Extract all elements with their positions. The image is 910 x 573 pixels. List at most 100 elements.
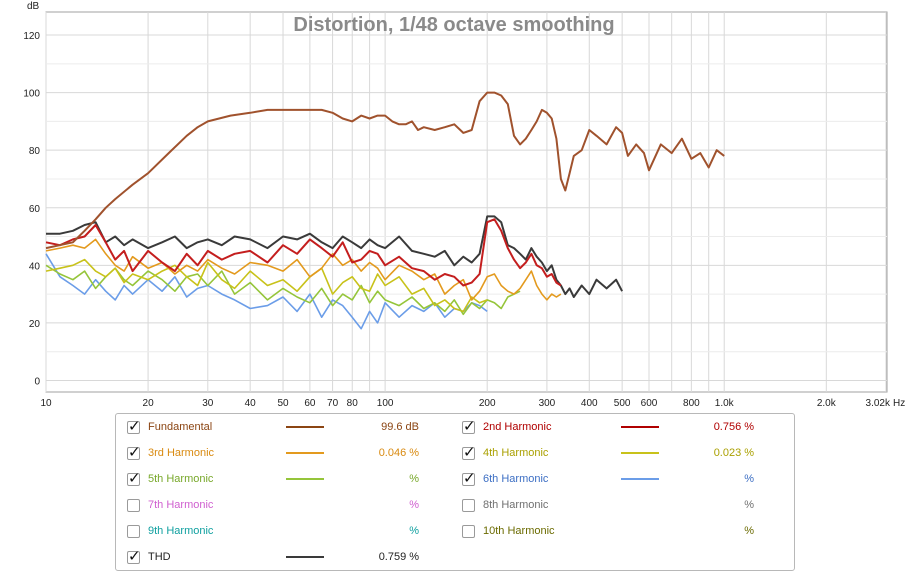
x-tick-label: 10 (40, 398, 52, 409)
9th-harmonic-value-unit: % (409, 525, 419, 537)
5th-harmonic-swatch (286, 478, 324, 480)
y-tick-label: 60 (29, 204, 41, 215)
7th-harmonic-value-unit: % (409, 499, 419, 511)
legend-item-5th-harmonic: 5th Harmonic% (127, 469, 419, 489)
5th-harmonic-value-unit: % (409, 473, 419, 485)
fundamental-line (45, 91, 725, 250)
legend-item-fundamental: Fundamental 99.6dB (127, 417, 419, 437)
6th-harmonic-value-unit: % (744, 473, 754, 485)
thd-label: THD (148, 551, 171, 563)
4th-harmonic-value: 0.023% (679, 447, 754, 459)
5th-harmonic-label: 5th Harmonic (148, 473, 214, 485)
legend-item-9th-harmonic: 9th Harmonic% (127, 521, 419, 541)
x-tick-label: 400 (581, 398, 598, 409)
x-tick-labels: 10 20 30 40 50 60 70 80 100 200 300 400 500 600 800 1.0… (40, 398, 891, 409)
x-tick-label: 20 (143, 398, 155, 409)
y-tick-label: 100 (23, 89, 40, 100)
3rd-harmonic-line (45, 238, 562, 301)
fundamental-swatch (286, 426, 324, 428)
distortion-chart: 0 20 40 60 80 100 120 10 20 30 40 50 60 70 80 100 200 30… (23, 1, 905, 409)
y-tick-label: 40 (29, 261, 41, 272)
x-tick-label: 40 (245, 398, 257, 409)
x-axis-unit: Hz (893, 398, 905, 409)
y-tick-labels: 0 20 40 60 80 100 120 (23, 31, 40, 387)
thd-value-unit: % (409, 551, 419, 563)
5th-harmonic-value: % (344, 473, 419, 485)
6th-harmonic-swatch (621, 478, 659, 480)
legend-item-7th-harmonic: 7th Harmonic% (127, 495, 419, 515)
series-lines (45, 91, 725, 330)
x-tick-label: 300 (539, 398, 556, 409)
thd-line (46, 215, 623, 298)
x-tick-label: 30 (202, 398, 214, 409)
legend-item-10th-harmonic: 10th Harmonic% (462, 521, 754, 541)
2nd-harmonic-value-number: 0.756 (713, 421, 742, 433)
thd-swatch (286, 556, 324, 558)
y-axis-label: dB (27, 1, 40, 12)
6th-harmonic-value: % (679, 473, 754, 485)
10th-harmonic-label: 10th Harmonic (483, 525, 555, 537)
7th-harmonic-checkbox[interactable] (127, 498, 140, 512)
x-tick-label: 80 (347, 398, 359, 409)
fundamental-label: Fundamental (148, 421, 213, 433)
8th-harmonic-value-unit: % (744, 499, 754, 511)
2nd-harmonic-swatch (621, 426, 659, 428)
x-tick-label: 60 (304, 398, 316, 409)
fundamental-checkbox[interactable] (127, 417, 141, 435)
2nd-harmonic-line (45, 218, 562, 287)
7th-harmonic-value: % (344, 499, 419, 511)
y-tick-label: 0 (34, 376, 40, 387)
chart-title: Distortion, 1/48 octave smoothing (293, 14, 614, 36)
fundamental-value-number: 99.6 (381, 421, 403, 433)
3rd-harmonic-checkbox[interactable] (127, 443, 141, 461)
y-tick-label: 120 (23, 31, 40, 42)
9th-harmonic-swatch (286, 530, 324, 532)
x-tick-label: 2.0k (817, 398, 837, 409)
8th-harmonic-swatch (621, 504, 659, 506)
5th-harmonic-line (45, 264, 521, 316)
9th-harmonic-checkbox[interactable] (127, 524, 140, 538)
8th-harmonic-value: % (679, 499, 754, 511)
3rd-harmonic-swatch (286, 452, 324, 454)
legend-item-4th-harmonic: 4th Harmonic 0.023% (462, 443, 754, 463)
6th-harmonic-label: 6th Harmonic (483, 473, 549, 485)
4th-harmonic-checkbox[interactable] (462, 443, 476, 461)
x-tick-label: 3.02k (866, 398, 891, 409)
2nd-harmonic-value: 0.756% (679, 421, 754, 433)
3rd-harmonic-label: 3rd Harmonic (148, 447, 215, 459)
10th-harmonic-checkbox[interactable] (462, 524, 475, 538)
7th-harmonic-label: 7th Harmonic (148, 499, 214, 511)
4th-harmonic-line (45, 258, 488, 313)
7th-harmonic-swatch (286, 504, 324, 506)
x-tick-label: 70 (327, 398, 339, 409)
legend-item-8th-harmonic: 8th Harmonic% (462, 495, 754, 515)
legend-item-thd: THD 0.759% (127, 547, 419, 567)
3rd-harmonic-value-unit: % (409, 447, 419, 459)
9th-harmonic-label: 9th Harmonic (148, 525, 214, 537)
x-tick-label: 100 (377, 398, 394, 409)
fundamental-value-unit: dB (405, 421, 419, 433)
3rd-harmonic-value: 0.046% (344, 447, 419, 459)
x-tick-label: 800 (683, 398, 700, 409)
legend-item-6th-harmonic: 6th Harmonic% (462, 469, 754, 489)
8th-harmonic-checkbox[interactable] (462, 498, 475, 512)
thd-checkbox[interactable] (127, 547, 141, 565)
3rd-harmonic-value-number: 0.046 (378, 447, 407, 459)
x-tick-label: 50 (277, 398, 289, 409)
2nd-harmonic-value-unit: % (744, 421, 754, 433)
6th-harmonic-checkbox[interactable] (462, 469, 476, 487)
4th-harmonic-label: 4th Harmonic (483, 447, 549, 459)
y-tick-label: 80 (29, 146, 41, 157)
y-tick-label: 20 (29, 319, 41, 330)
2nd-harmonic-checkbox[interactable] (462, 417, 476, 435)
legend-item-3rd-harmonic: 3rd Harmonic 0.046% (127, 443, 419, 463)
x-tick-label: 500 (614, 398, 631, 409)
5th-harmonic-checkbox[interactable] (127, 469, 141, 487)
x-tick-label: 200 (479, 398, 496, 409)
4th-harmonic-swatch (621, 452, 659, 454)
9th-harmonic-value: % (344, 525, 419, 537)
legend-item-2nd-harmonic: 2nd Harmonic 0.756% (462, 417, 754, 437)
thd-value-number: 0.759 (378, 551, 407, 563)
10th-harmonic-value-unit: % (744, 525, 754, 537)
